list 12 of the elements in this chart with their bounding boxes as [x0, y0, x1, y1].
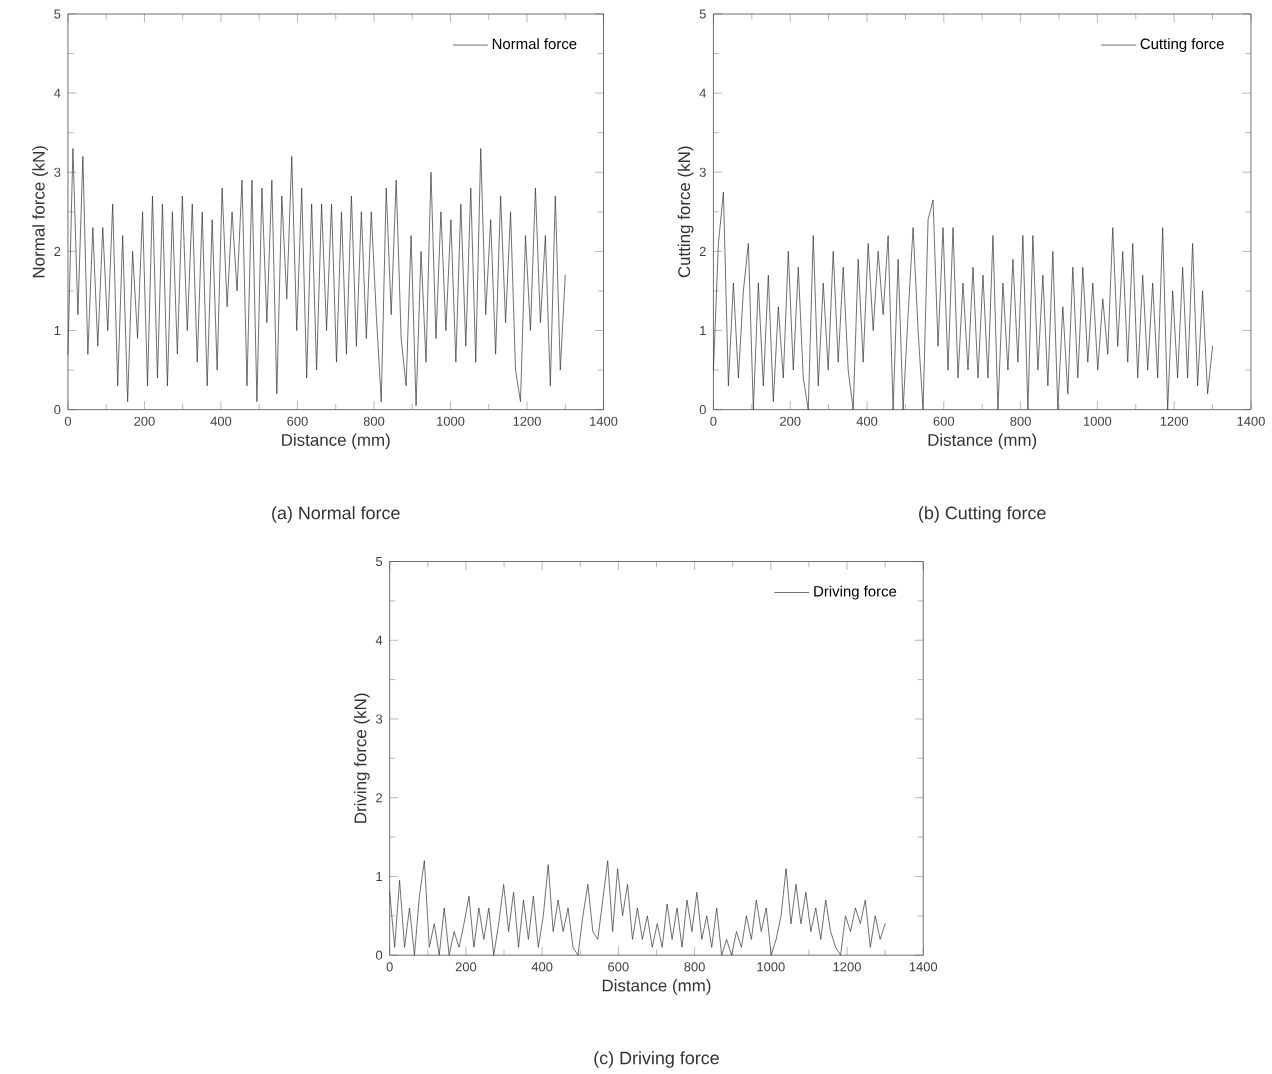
line-series [713, 191, 1213, 410]
y-axis-title: Driving force (kN) [353, 693, 370, 823]
x-axis-title: Distance (mm) [282, 433, 390, 450]
y-axis-title: Cutting force (kN) [677, 146, 694, 277]
text: (c) Driving force [594, 1050, 719, 1068]
x-axis-title: Distance (mm) [928, 433, 1037, 450]
line-series [389, 860, 886, 956]
y-axis-title: Normal force (kN) [32, 145, 49, 277]
line-series [67, 147, 566, 406]
text: (a) Normal force [272, 505, 400, 523]
text: (b) Cutting force [919, 505, 1046, 523]
x-axis-title: Distance (mm) [602, 978, 711, 995]
